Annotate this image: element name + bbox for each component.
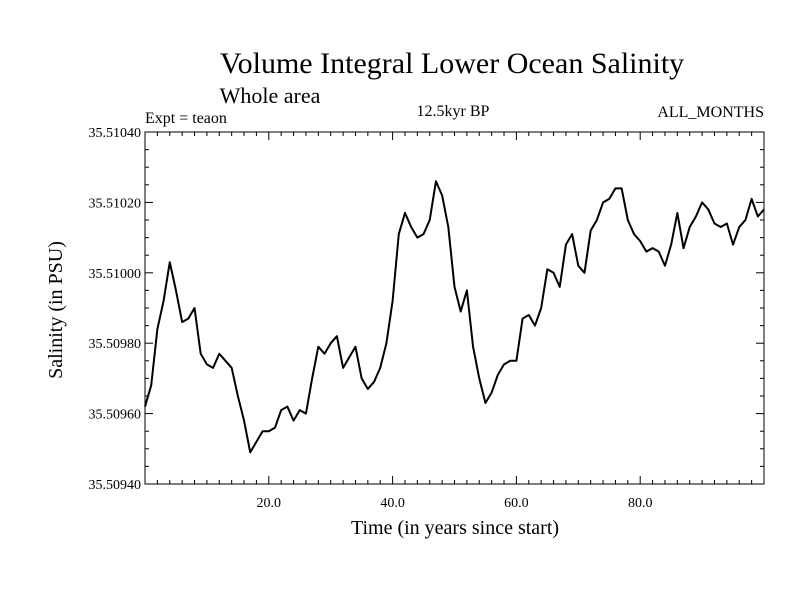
y-tick-label: 35.50940 xyxy=(89,478,142,493)
y-axis-label: Salinity (in PSU) xyxy=(45,241,67,379)
plot-frame xyxy=(144,131,765,485)
period-label: 12.5kyr BP xyxy=(417,103,490,120)
y-tick-label: 35.51020 xyxy=(89,196,142,211)
x-tick-labels: 20.0 40.0 60.0 80.0 xyxy=(257,496,653,511)
y-tick-label: 35.50960 xyxy=(89,408,142,423)
x-tick-label: 80.0 xyxy=(628,496,653,511)
y-tick-label: 35.51040 xyxy=(89,126,142,141)
y-tick-labels: 35.50940 35.50960 35.50980 35.51000 35.51020… xyxy=(89,126,142,493)
x-axis-label: Time (in years since start) xyxy=(351,517,559,539)
x-tick-label: 20.0 xyxy=(257,496,282,511)
series-line-salinity xyxy=(144,180,765,454)
y-tick-label: 35.51000 xyxy=(89,267,142,282)
chart-title: Volume Integral Lower Ocean Salinity xyxy=(220,47,684,80)
axis-ticks xyxy=(144,131,765,485)
experiment-label: Expt = teaon xyxy=(145,110,227,127)
y-tick-label: 35.50980 xyxy=(89,337,142,352)
x-tick-label: 60.0 xyxy=(504,496,529,511)
x-tick-label: 40.0 xyxy=(380,496,405,511)
months-label: ALL_MONTHS xyxy=(657,104,764,121)
chart-subtitle: Whole area xyxy=(220,83,321,108)
